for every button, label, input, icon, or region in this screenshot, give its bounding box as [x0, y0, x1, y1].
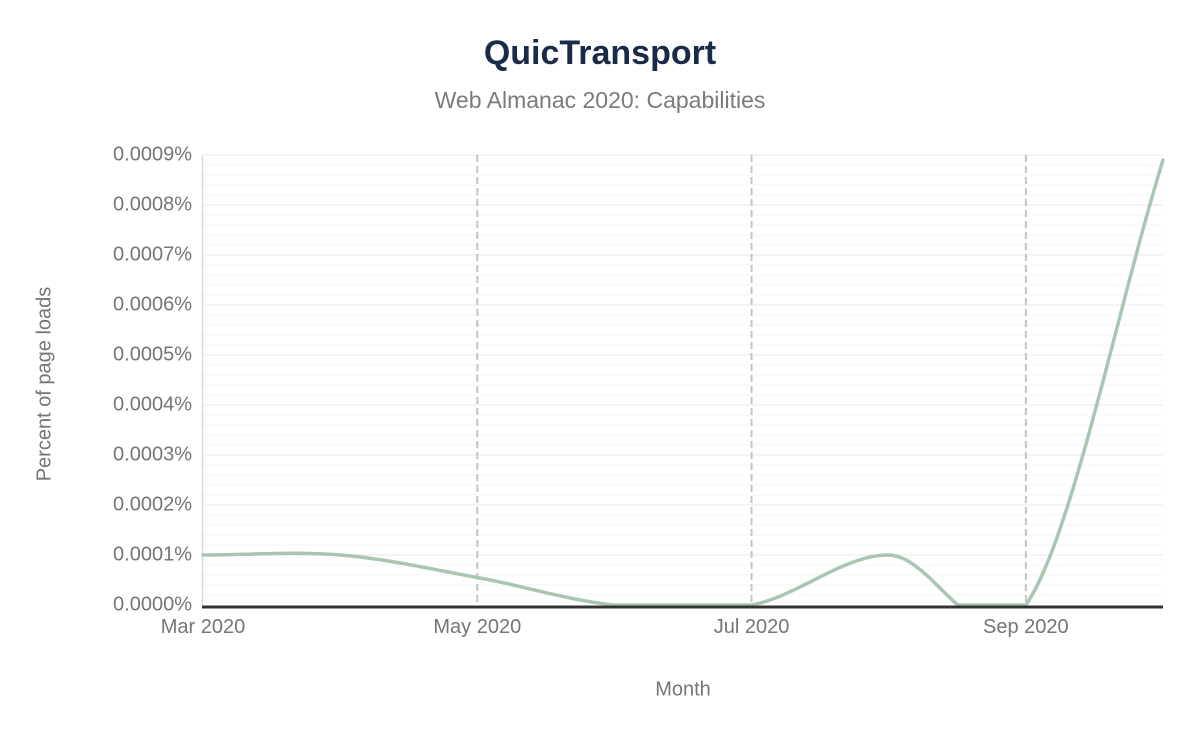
data-line-quictransport: [201, 158, 1165, 607]
chart-title: QuicTransport: [483, 34, 717, 72]
x-tick-label-mar-2020: Mar 2020: [160, 616, 246, 638]
y-tick-label-0.0005%: 0.0005%: [113, 343, 192, 366]
y-tick-label-0.0002%: 0.0002%: [113, 493, 192, 516]
x-tick-label-jul-2020: Jul 2020: [713, 616, 790, 638]
y-tick-label-0.0003%: 0.0003%: [113, 443, 192, 466]
y-tick-label-0.0001%: 0.0001%: [113, 543, 192, 566]
x-tick-label-may-2020: May 2020: [433, 616, 522, 638]
chart-subtitle: Web Almanac 2020: Capabilities: [434, 87, 766, 113]
y-axis-title: Percent of page loads: [33, 286, 56, 482]
x-axis-title: Month: [655, 678, 711, 701]
y-tick-label-0.0007%: 0.0007%: [113, 243, 192, 266]
y-tick-label-0.0009%: 0.0009%: [113, 143, 192, 166]
y-tick-label-0.0006%: 0.0006%: [113, 293, 192, 316]
x-tick-label-sep-2020: Sep 2020: [983, 616, 1069, 638]
y-tick-label-0.0008%: 0.0008%: [113, 193, 192, 216]
y-tick-label-0.0004%: 0.0004%: [113, 393, 192, 416]
y-tick-label-0.0000%: 0.0000%: [113, 593, 192, 616]
